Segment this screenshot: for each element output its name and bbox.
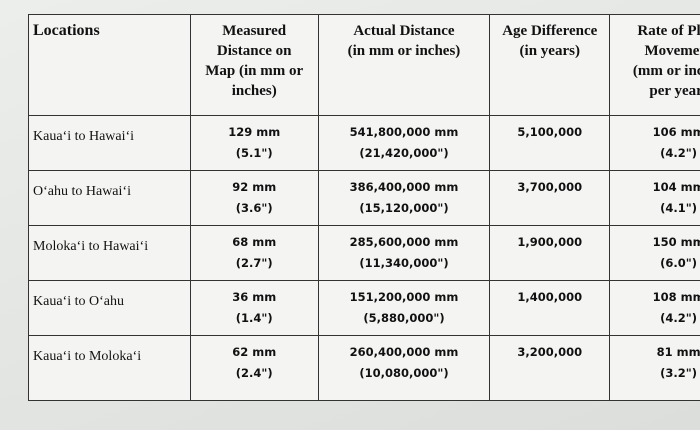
cell-text: 260,400,000 mm (349, 345, 459, 359)
cell-text: (2.7") (235, 256, 273, 270)
cell-text: (1.4") (235, 311, 273, 325)
cell-text: Distance on (216, 43, 292, 59)
cell-text: (4.2") (660, 146, 698, 160)
body-row: Molokaʻi to Hawaiʻi 68 mm (2.7") 285,600,00… (28, 225, 700, 281)
body-cell: 3,700,000 (489, 170, 611, 226)
cell-text: (4.2") (660, 311, 698, 325)
cell-text: (in years) (519, 43, 580, 59)
body-cell: 129 mm (5.1") (189, 115, 319, 171)
cell-text: 151,200,000 mm (349, 290, 459, 304)
body-cell: 260,400,000 mm (10,080,000") (317, 335, 491, 401)
body-cell: Molokaʻi to Hawaiʻi (28, 225, 191, 281)
cell-text: 5,100,000 (517, 125, 583, 139)
body-cell: 285,600,000 mm (11,340,000") (317, 225, 491, 281)
body-cell: 68 mm (2.7") (189, 225, 319, 281)
head-cell: Locations (28, 14, 191, 116)
body-cell: 92 mm (3.6") (189, 170, 319, 226)
head-cell: Measured Distance on Map (in mm or inches) (189, 14, 319, 116)
cell-text: per year) (649, 83, 700, 99)
body-cell: 62 mm (2.4") (189, 335, 319, 401)
cell-text: Locations (33, 22, 100, 39)
body-cell: 36 mm (1.4") (189, 280, 319, 336)
cell-text: 81 mm (656, 345, 700, 359)
cell-text: 1,400,000 (517, 290, 583, 304)
cell-text: 108 mm (652, 290, 700, 304)
cell-text: Rate of Plate (637, 23, 700, 39)
body-cell: 151,200,000 mm (5,880,000") (317, 280, 491, 336)
cell-text: Movement (644, 43, 700, 59)
cell-text: (10,080,000") (359, 366, 449, 380)
body-cell: 541,800,000 mm (21,420,000") (317, 115, 491, 171)
body-row: Kauaʻi to Hawaiʻi 129 mm (5.1") 541,800,000… (28, 115, 700, 171)
body-cell: Oʻahu to Hawaiʻi (28, 170, 191, 226)
cell-text: 62 mm (232, 345, 277, 359)
cell-text: (4.1") (660, 201, 698, 215)
cell-text: Actual Distance (353, 23, 455, 39)
cell-text: 541,800,000 mm (349, 125, 459, 139)
body-cell: Kauaʻi to Molokaʻi (28, 335, 191, 401)
cell-text: 104 mm (652, 180, 700, 194)
cell-text: (mm or inches (632, 63, 700, 79)
cell-text: (11,340,000") (359, 256, 449, 270)
cell-text: (6.0") (660, 256, 698, 270)
cell-text: (21,420,000") (359, 146, 449, 160)
cell-text: 386,400,000 mm (349, 180, 459, 194)
body-row: Kauaʻi to Molokaʻi 62 mm (2.4") 260,400,000… (28, 335, 700, 401)
cell-text: 3,200,000 (517, 345, 583, 359)
head-cell: Actual Distance (in mm or inches) (317, 14, 491, 116)
body-row: Oʻahu to Hawaiʻi 92 mm (3.6") 386,400,000 m… (28, 170, 700, 226)
body-cell: 1,900,000 (489, 225, 611, 281)
head-cell: Age Difference (in years) (489, 14, 611, 116)
body-cell: 386,400,000 mm (15,120,000") (317, 170, 491, 226)
cell-text: inches) (231, 83, 277, 99)
cell-text: 150 mm (652, 235, 700, 249)
body-row: Kauaʻi to Oʻahu 36 mm (1.4") 151,200,000 mm… (28, 280, 700, 336)
body-cell: 3,200,000 (489, 335, 611, 401)
cell-text: 129 mm (228, 125, 281, 139)
body-cell: 150 mm (6.0") (609, 225, 700, 281)
cell-text: 1,900,000 (517, 235, 583, 249)
body-cell: 104 mm (4.1") (609, 170, 700, 226)
cell-text: Kauaʻi to Oʻahu (33, 294, 124, 309)
cell-text: Kauaʻi to Molokaʻi (33, 349, 142, 364)
body-cell: 108 mm (4.2") (609, 280, 700, 336)
cell-text: (in mm or inches) (347, 43, 461, 59)
body-cell: 81 mm (3.2") (609, 335, 700, 401)
head-cell: Rate of Plate Movement (mm or inches per ye… (609, 14, 700, 116)
cell-text: Measured (222, 23, 287, 39)
cell-text: (3.6") (235, 201, 273, 215)
cell-text: (2.4") (235, 366, 273, 380)
body-cell: 1,400,000 (489, 280, 611, 336)
cell-text: 106 mm (652, 125, 700, 139)
cell-text: Kauaʻi to Hawaiʻi (33, 129, 135, 144)
body-cell: 5,100,000 (489, 115, 611, 171)
cell-text: (3.2") (660, 366, 698, 380)
cell-text: 68 mm (232, 235, 277, 249)
head-row: Locations Measured Distance on Map (in mm o… (28, 14, 700, 116)
body-cell: 106 mm (4.2") (609, 115, 700, 171)
cell-text: 36 mm (232, 290, 277, 304)
cell-text: (5,880,000") (363, 311, 445, 325)
body-cell: Kauaʻi to Hawaiʻi (28, 115, 191, 171)
cell-text: Map (in mm or (205, 63, 304, 79)
cell-text: 285,600,000 mm (349, 235, 459, 249)
body-cell: Kauaʻi to Oʻahu (28, 280, 191, 336)
data-table: Locations Measured Distance on Map (in mm o… (28, 14, 700, 401)
cell-text: Oʻahu to Hawaiʻi (33, 184, 131, 199)
cell-text: 92 mm (232, 180, 277, 194)
cell-text: 3,700,000 (517, 180, 583, 194)
cell-text: Molokaʻi to Hawaiʻi (33, 239, 149, 254)
cell-text: Age Difference (502, 23, 598, 39)
cell-text: (5.1") (235, 146, 273, 160)
cell-text: (15,120,000") (359, 201, 449, 215)
